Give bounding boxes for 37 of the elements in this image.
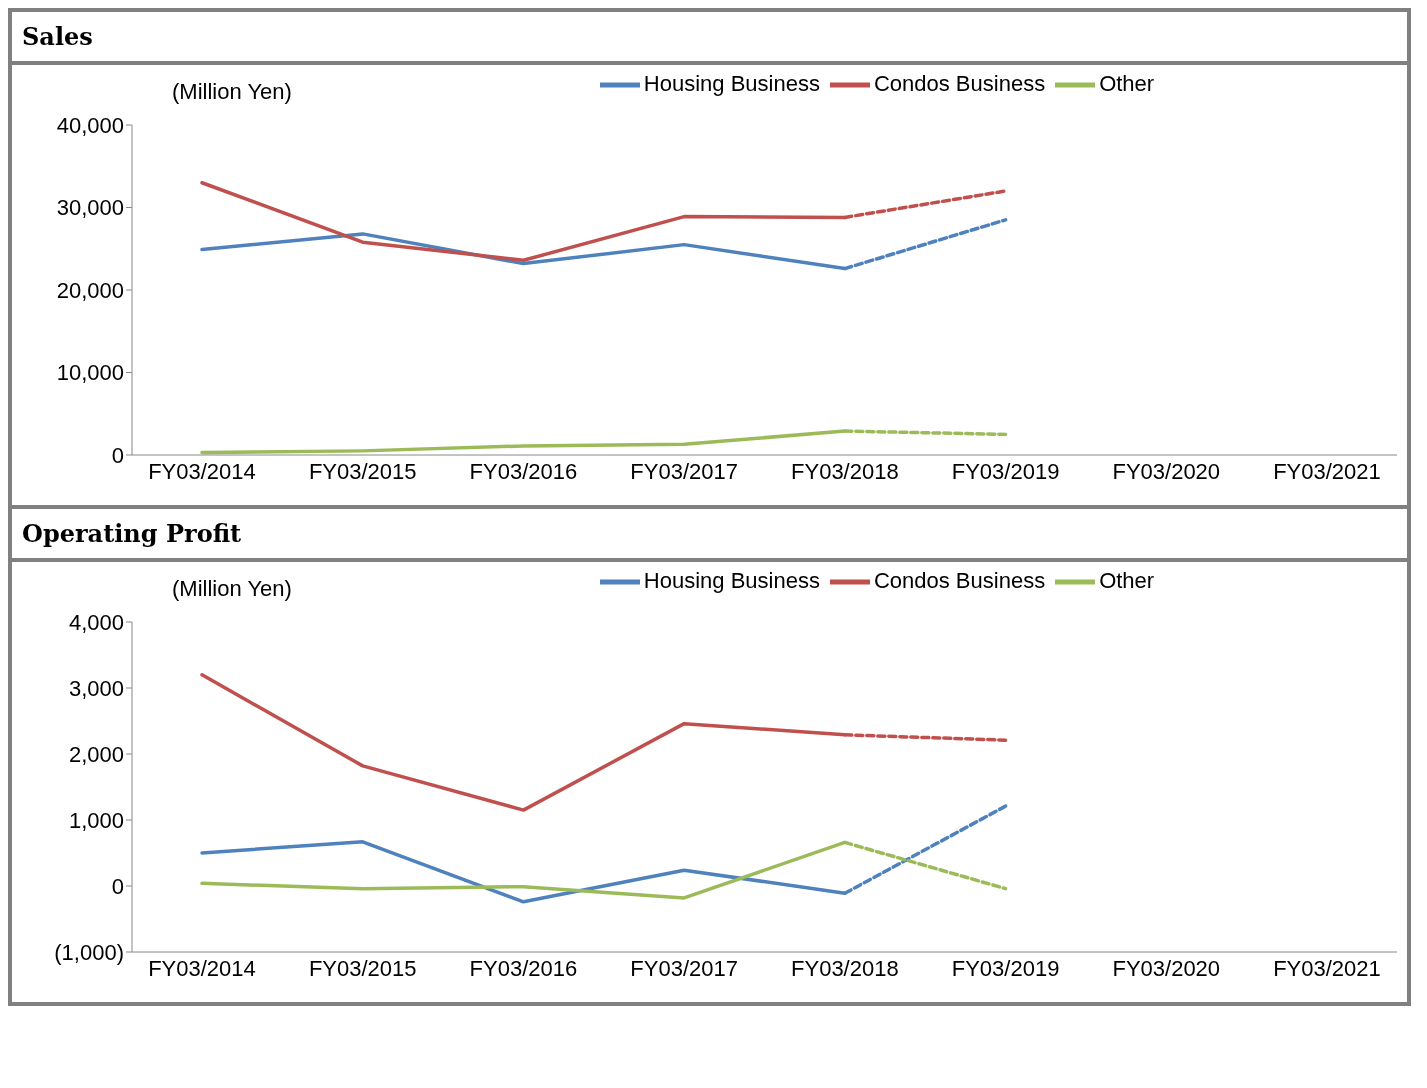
y-tick-label: 1,000 [68, 807, 124, 833]
y-tick-label: (1,000) [54, 939, 124, 965]
legend-label: Housing Business [643, 567, 820, 593]
y-tick-label: 0 [111, 873, 124, 899]
y-tick-label: 20,000 [56, 277, 124, 303]
x-tick-label: FY03/2017 [630, 458, 738, 484]
y-tick-label: 10,000 [56, 360, 124, 386]
legend-label: Other [1099, 567, 1155, 593]
x-tick-label: FY03/2016 [469, 955, 578, 981]
y-axis-title: (Million Yen) [172, 79, 292, 105]
x-tick-label: FY03/2019 [951, 955, 1060, 981]
chart-title: Operating Profit [12, 509, 1407, 562]
x-tick-label: FY03/2021 [1273, 955, 1381, 981]
x-tick-label: FY03/2016 [469, 458, 578, 484]
x-tick-label: FY03/2020 [1112, 955, 1221, 981]
y-tick-label: 40,000 [56, 112, 124, 138]
x-tick-label: FY03/2014 [148, 458, 256, 484]
x-tick-label: FY03/2021 [1273, 458, 1381, 484]
x-tick-label: FY03/2015 [308, 458, 417, 484]
y-axis-title: (Million Yen) [172, 576, 292, 602]
legend-label: Condos Business [873, 70, 1046, 96]
y-tick-label: 30,000 [56, 195, 124, 221]
x-tick-label: FY03/2015 [308, 955, 417, 981]
x-tick-label: FY03/2014 [148, 955, 256, 981]
y-tick-label: 4,000 [68, 609, 124, 635]
legend-label: Condos Business [873, 567, 1046, 593]
x-tick-label: FY03/2020 [1112, 458, 1221, 484]
x-tick-label: FY03/2018 [791, 458, 899, 484]
y-tick-label: 2,000 [68, 741, 124, 767]
chart-title: Sales [12, 12, 1407, 65]
y-tick-label: 3,000 [68, 675, 124, 701]
legend-label: Housing Business [643, 70, 820, 96]
x-tick-label: FY03/2019 [951, 458, 1060, 484]
y-tick-label: 0 [111, 442, 124, 468]
x-tick-label: FY03/2017 [630, 955, 738, 981]
legend-label: Other [1099, 70, 1155, 96]
x-tick-label: FY03/2018 [791, 955, 899, 981]
